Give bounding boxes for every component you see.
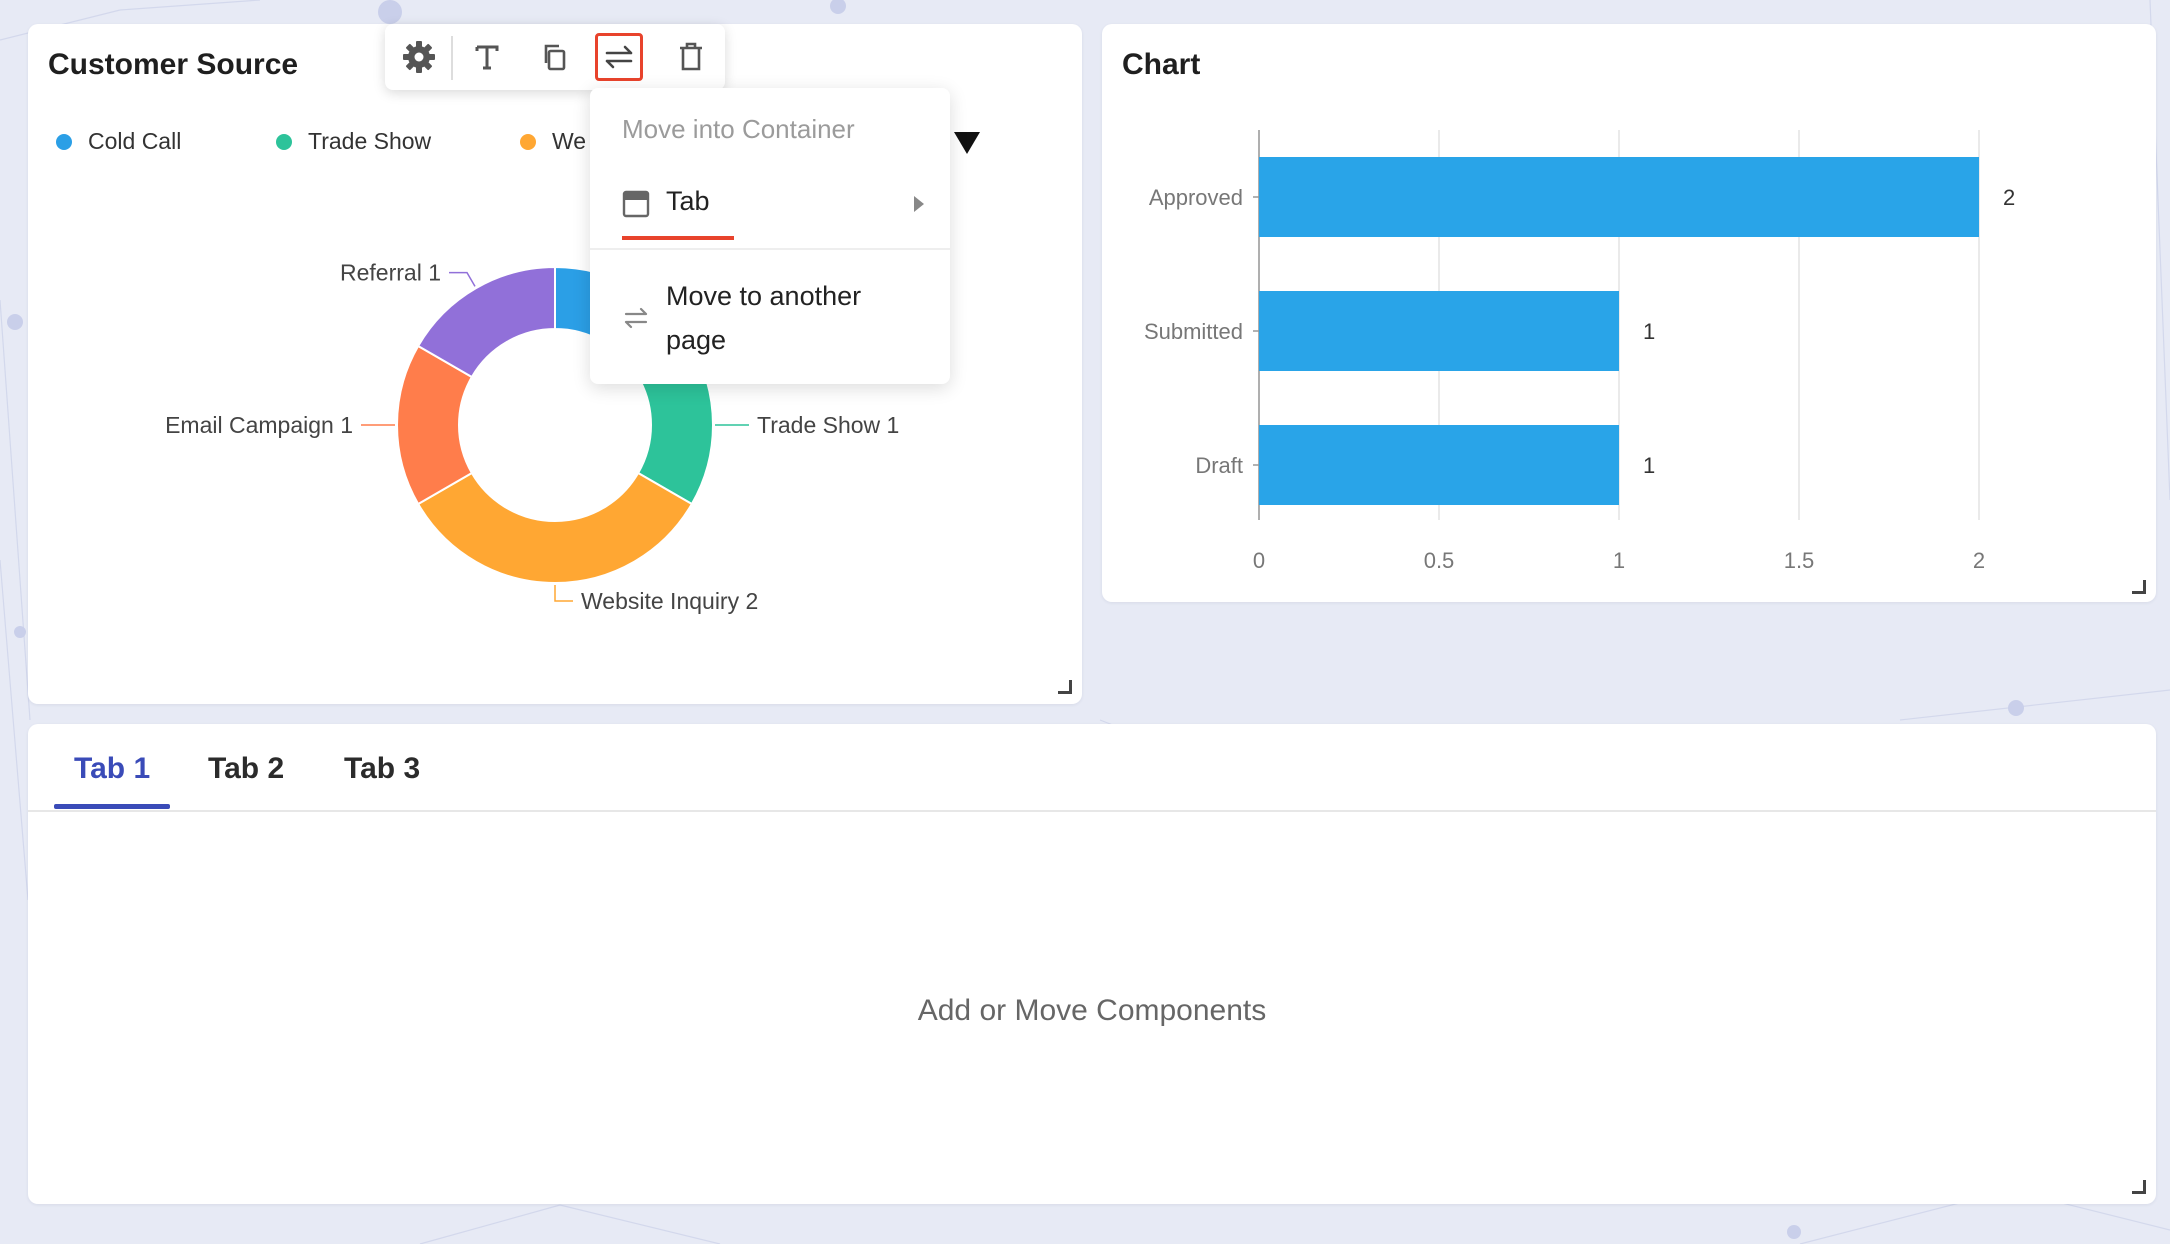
copy-button[interactable] [531, 33, 579, 81]
tab-bar: Tab 1 Tab 2 Tab 3 [28, 724, 2156, 812]
menu-item-label: Move to another page [666, 281, 862, 355]
resize-handle[interactable] [1058, 680, 1072, 694]
resize-handle[interactable] [2132, 580, 2146, 594]
slice-label: Trade Show 1 [757, 412, 899, 438]
component-toolbar [385, 24, 725, 90]
menu-item-move-to-page[interactable]: Move to another page [622, 274, 932, 364]
y-category-label: Submitted [1144, 319, 1243, 344]
legend-marker [520, 133, 536, 150]
legend-next-arrow-icon[interactable] [954, 132, 980, 154]
x-tick-label: 1 [1613, 548, 1625, 573]
tab-icon [622, 190, 650, 218]
slice-label-leader [554, 585, 573, 602]
active-tab-indicator [54, 804, 170, 809]
menu-item-tab[interactable]: Tab [622, 174, 932, 234]
move-icon [624, 307, 648, 329]
menu-divider [590, 248, 950, 250]
settings-button[interactable] [395, 33, 443, 81]
settings-icon [403, 41, 435, 73]
bar[interactable] [1259, 157, 1979, 237]
legend-item[interactable]: Trade Show [276, 128, 431, 155]
tab-2[interactable]: Tab 2 [208, 752, 285, 785]
slice-label: Email Campaign 1 [165, 412, 353, 438]
empty-container-message: Add or Move Components [917, 994, 1267, 1027]
donut-slice[interactable] [416, 265, 556, 379]
bar-value-label: 1 [1643, 453, 1655, 478]
menu-item-label: Tab [666, 186, 710, 216]
slice-label-leader [449, 271, 476, 287]
slice-label: Website Inquiry 2 [581, 588, 758, 614]
card-title: Chart [1122, 48, 1201, 81]
toolbar-separator [451, 36, 453, 80]
bar[interactable] [1259, 291, 1619, 371]
donut-slice[interactable] [416, 471, 694, 584]
copy-icon [544, 44, 566, 71]
x-tick-label: 2 [1973, 548, 1985, 573]
move-icon [605, 45, 633, 69]
tabs-container-card[interactable]: Tab 1 Tab 2 Tab 3 Add or Move Components [28, 724, 2156, 1204]
text-button[interactable] [463, 33, 511, 81]
menu-header: Move into Container [622, 114, 855, 144]
legend-marker [276, 133, 292, 150]
move-menu: Move into Container Tab Move to another … [590, 88, 950, 384]
tab-option-highlight [622, 236, 734, 240]
y-category-label: Draft [1195, 453, 1243, 478]
card-title: Customer Source [48, 48, 299, 81]
slice-label: Referral 1 [340, 260, 441, 286]
x-tick-label: 0 [1253, 548, 1265, 573]
legend-marker [56, 133, 72, 150]
legend-item[interactable]: We [520, 128, 586, 155]
bar-value-label: 2 [2003, 185, 2015, 210]
x-tick-label: 1.5 [1784, 548, 1815, 573]
resize-handle[interactable] [2132, 1180, 2146, 1194]
x-tick-label: 0.5 [1424, 548, 1455, 573]
text-icon [475, 45, 499, 70]
bar[interactable] [1259, 425, 1619, 505]
move-button[interactable] [595, 33, 643, 81]
legend-label: Cold Call [88, 128, 182, 154]
y-category-label: Approved [1149, 185, 1243, 210]
tab-1[interactable]: Tab 1 [74, 752, 151, 785]
delete-icon [680, 42, 702, 71]
legend-label: Trade Show [308, 128, 432, 154]
legend-item[interactable]: Cold Call [56, 128, 181, 155]
bar-value-label: 1 [1643, 319, 1655, 344]
legend-label: We [552, 128, 587, 154]
delete-button[interactable] [667, 33, 715, 81]
caret-right-icon [914, 196, 924, 212]
tab-3[interactable]: Tab 3 [344, 752, 421, 785]
